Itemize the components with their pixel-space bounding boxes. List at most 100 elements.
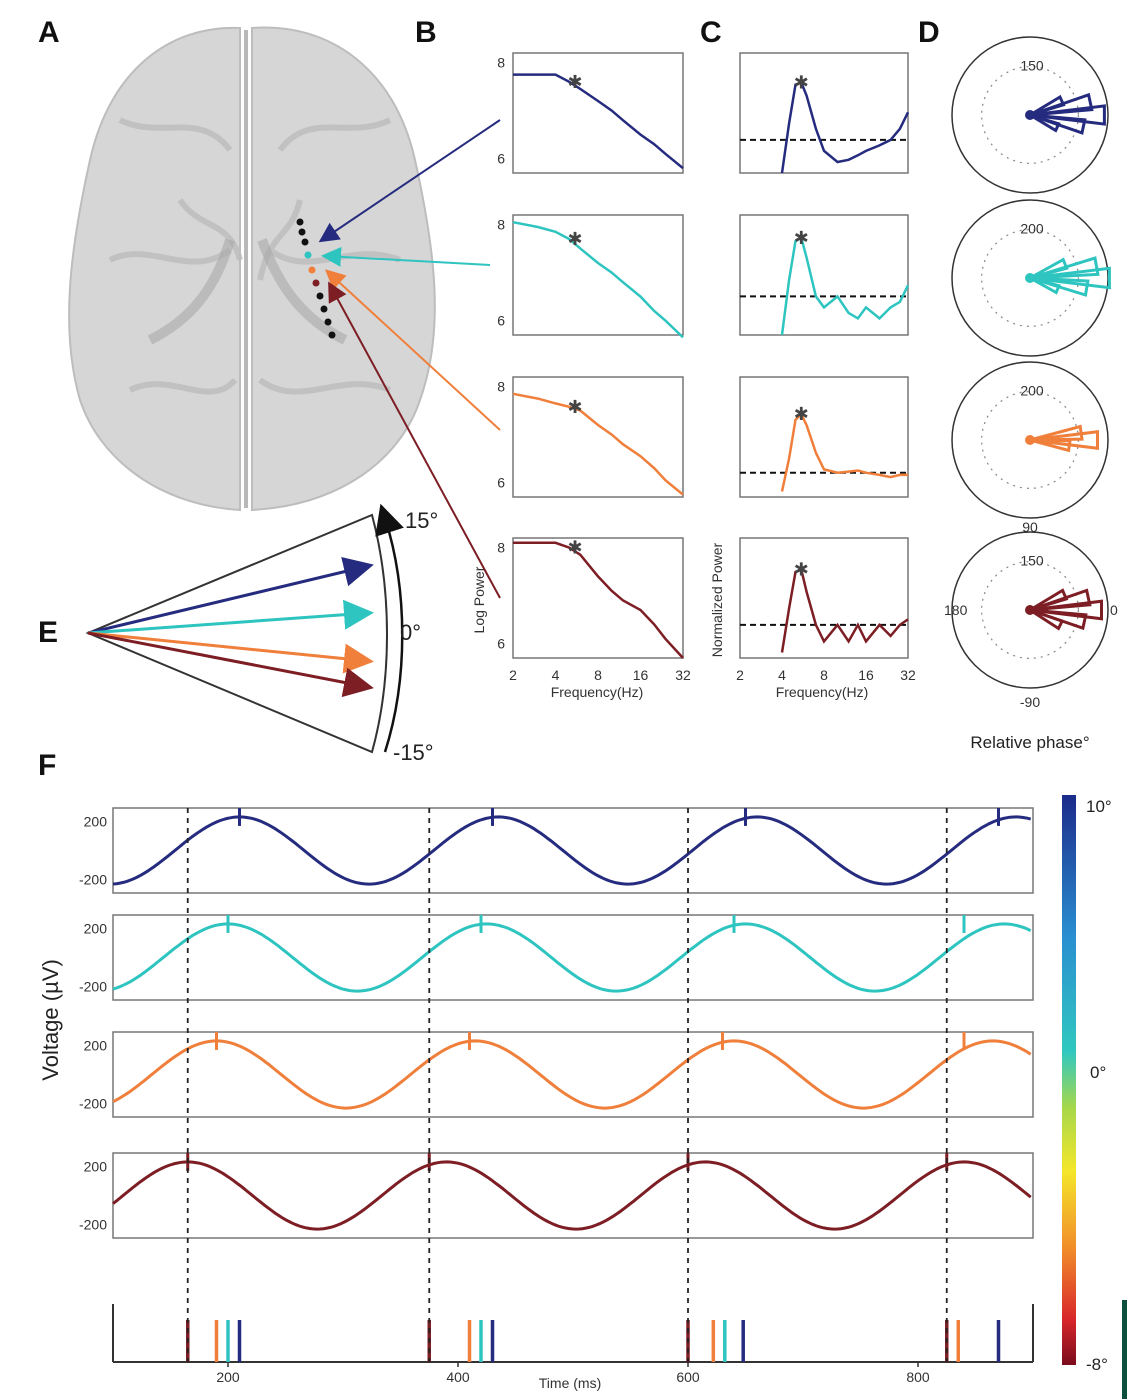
panel-e-direction-fan <box>85 503 404 754</box>
d-petal-2-1 <box>1029 266 1111 290</box>
b-peak-marker-3: ✱ <box>567 397 582 417</box>
panel-f-voltage-traces: 200 -200 200 -200 200 -200 200 -200 200 400 600 800 <box>79 807 1034 1385</box>
f-frame-1 <box>112 807 1034 894</box>
colorbar-mid-label: 0° <box>1090 1063 1106 1082</box>
b-ylabel: Log Power <box>471 566 487 633</box>
d-angle-90: 90 <box>1022 519 1038 535</box>
b-ytick-6: 6 <box>497 475 505 491</box>
e-label-top: 15° <box>405 508 438 533</box>
brain-illustration <box>68 26 436 512</box>
e-label-mid: 0° <box>400 620 421 645</box>
d-petal-1-5 <box>1029 113 1061 133</box>
f-ytick-200-3: 200 <box>84 1037 108 1053</box>
panel-label-e: E <box>38 616 58 649</box>
b-ytick-6: 6 <box>497 313 505 329</box>
f-frame-3 <box>112 1031 1034 1118</box>
b-ytick-6: 6 <box>497 636 505 652</box>
d-ring-label-2: 200 <box>1020 221 1044 237</box>
b-frame-1 <box>512 52 684 174</box>
f-xlabel: Time (ms) <box>539 1375 601 1391</box>
f-ytick-neg200-4: -200 <box>79 1217 107 1233</box>
d-polar-circle-3 <box>951 361 1109 519</box>
e-label-bottom: -15° <box>393 740 434 765</box>
d-polar-ring-2 <box>981 229 1079 327</box>
c-xlabel: Frequency(Hz) <box>776 684 869 700</box>
c-xtick-2: 2 <box>736 667 744 683</box>
b-xtick-4: 4 <box>552 667 560 683</box>
panel-label-d: D <box>918 16 940 49</box>
f-trace-3 <box>112 1039 1032 1110</box>
d-petal-1-4 <box>1029 94 1066 117</box>
d-petal-2-5 <box>1029 276 1062 295</box>
f-ylabel: Voltage (µV) <box>38 959 63 1081</box>
c-line-3 <box>780 412 908 492</box>
d-ring-label-1: 150 <box>1020 58 1044 74</box>
c-line-1 <box>780 80 910 174</box>
d-petal-2-4 <box>1029 257 1069 280</box>
c-peak-marker-1: ✱ <box>794 72 809 92</box>
d-polar-circle-4 <box>951 531 1109 689</box>
c-xtick-16: 16 <box>858 667 874 683</box>
b-ytick-8: 8 <box>497 379 505 395</box>
b-xtick-8: 8 <box>594 667 602 683</box>
b-frame-3 <box>512 376 684 498</box>
d-center-dot-4 <box>1025 605 1035 615</box>
colorbar-top-label: 10° <box>1086 797 1112 816</box>
d-petal-4-5 <box>1029 608 1065 631</box>
d-polar-circle-1 <box>951 36 1109 194</box>
c-xtick-32: 32 <box>900 667 916 683</box>
c-frame-3 <box>739 376 909 498</box>
f-ytick-neg200-3: -200 <box>79 1096 107 1112</box>
d-ring-label-4: 150 <box>1020 553 1044 569</box>
c-frame-4 <box>739 537 909 659</box>
d-polar-ring-4 <box>981 561 1079 659</box>
c-frame-1 <box>739 52 909 174</box>
f-xtick-600: 600 <box>676 1369 700 1385</box>
panel-label-a: A <box>38 16 60 49</box>
panel-label-c: C <box>700 16 722 49</box>
d-center-dot-2 <box>1025 273 1035 283</box>
f-ytick-200-4: 200 <box>84 1158 108 1174</box>
c-ylabel: Normalized Power <box>709 542 725 657</box>
d-petal-3-1 <box>1029 430 1099 450</box>
d-center-dot-3 <box>1025 435 1035 445</box>
colorbar <box>1062 795 1076 1365</box>
b-xlabel: Frequency(Hz) <box>551 684 644 700</box>
b-ytick-8: 8 <box>497 217 505 233</box>
f-trace-2 <box>112 922 1032 993</box>
b-peak-marker-1: ✱ <box>567 72 582 92</box>
b-line-3 <box>512 392 684 496</box>
f-frame-4 <box>112 1152 1034 1239</box>
colorbar-bottom-label: -8° <box>1086 1355 1108 1374</box>
panel-label-f: F <box>38 749 56 782</box>
b-xtick-16: 16 <box>633 667 649 683</box>
panel-c-normalized-power: ✱ ✱ ✱ ✱ 2 4 8 16 32 <box>736 52 916 683</box>
f-ytick-neg200-1: -200 <box>79 872 107 888</box>
f-ytick-neg200-2: -200 <box>79 979 107 995</box>
f-xtick-800: 800 <box>906 1369 930 1385</box>
b-xtick-32: 32 <box>675 667 691 683</box>
c-peak-marker-4: ✱ <box>794 560 809 580</box>
c-line-4 <box>780 568 909 653</box>
c-peak-marker-2: ✱ <box>794 228 809 248</box>
d-center-dot-1 <box>1025 110 1035 120</box>
c-frame-2 <box>739 214 909 336</box>
f-trace-1 <box>112 815 1032 886</box>
d-ring-label-3: 200 <box>1020 383 1044 399</box>
d-angle-neg90: -90 <box>1020 694 1040 710</box>
c-line-2 <box>780 235 910 336</box>
b-ytick-8: 8 <box>497 55 505 71</box>
b-line-1 <box>513 73 684 170</box>
b-line-2 <box>512 220 684 339</box>
c-peak-marker-3: ✱ <box>794 404 809 424</box>
f-xtick-400: 400 <box>446 1369 470 1385</box>
d-petal-3-3 <box>1029 438 1072 453</box>
b-ytick-8: 8 <box>497 540 505 556</box>
page-edge-bar <box>1122 1300 1127 1399</box>
panel-label-b: B <box>415 16 437 49</box>
d-angle-0: 0 <box>1110 602 1118 618</box>
b-frame-4 <box>512 537 684 659</box>
panel-d-polar-histograms: 150 200 200 150 90 180 0 -90 <box>944 36 1118 710</box>
c-xtick-8: 8 <box>820 667 828 683</box>
